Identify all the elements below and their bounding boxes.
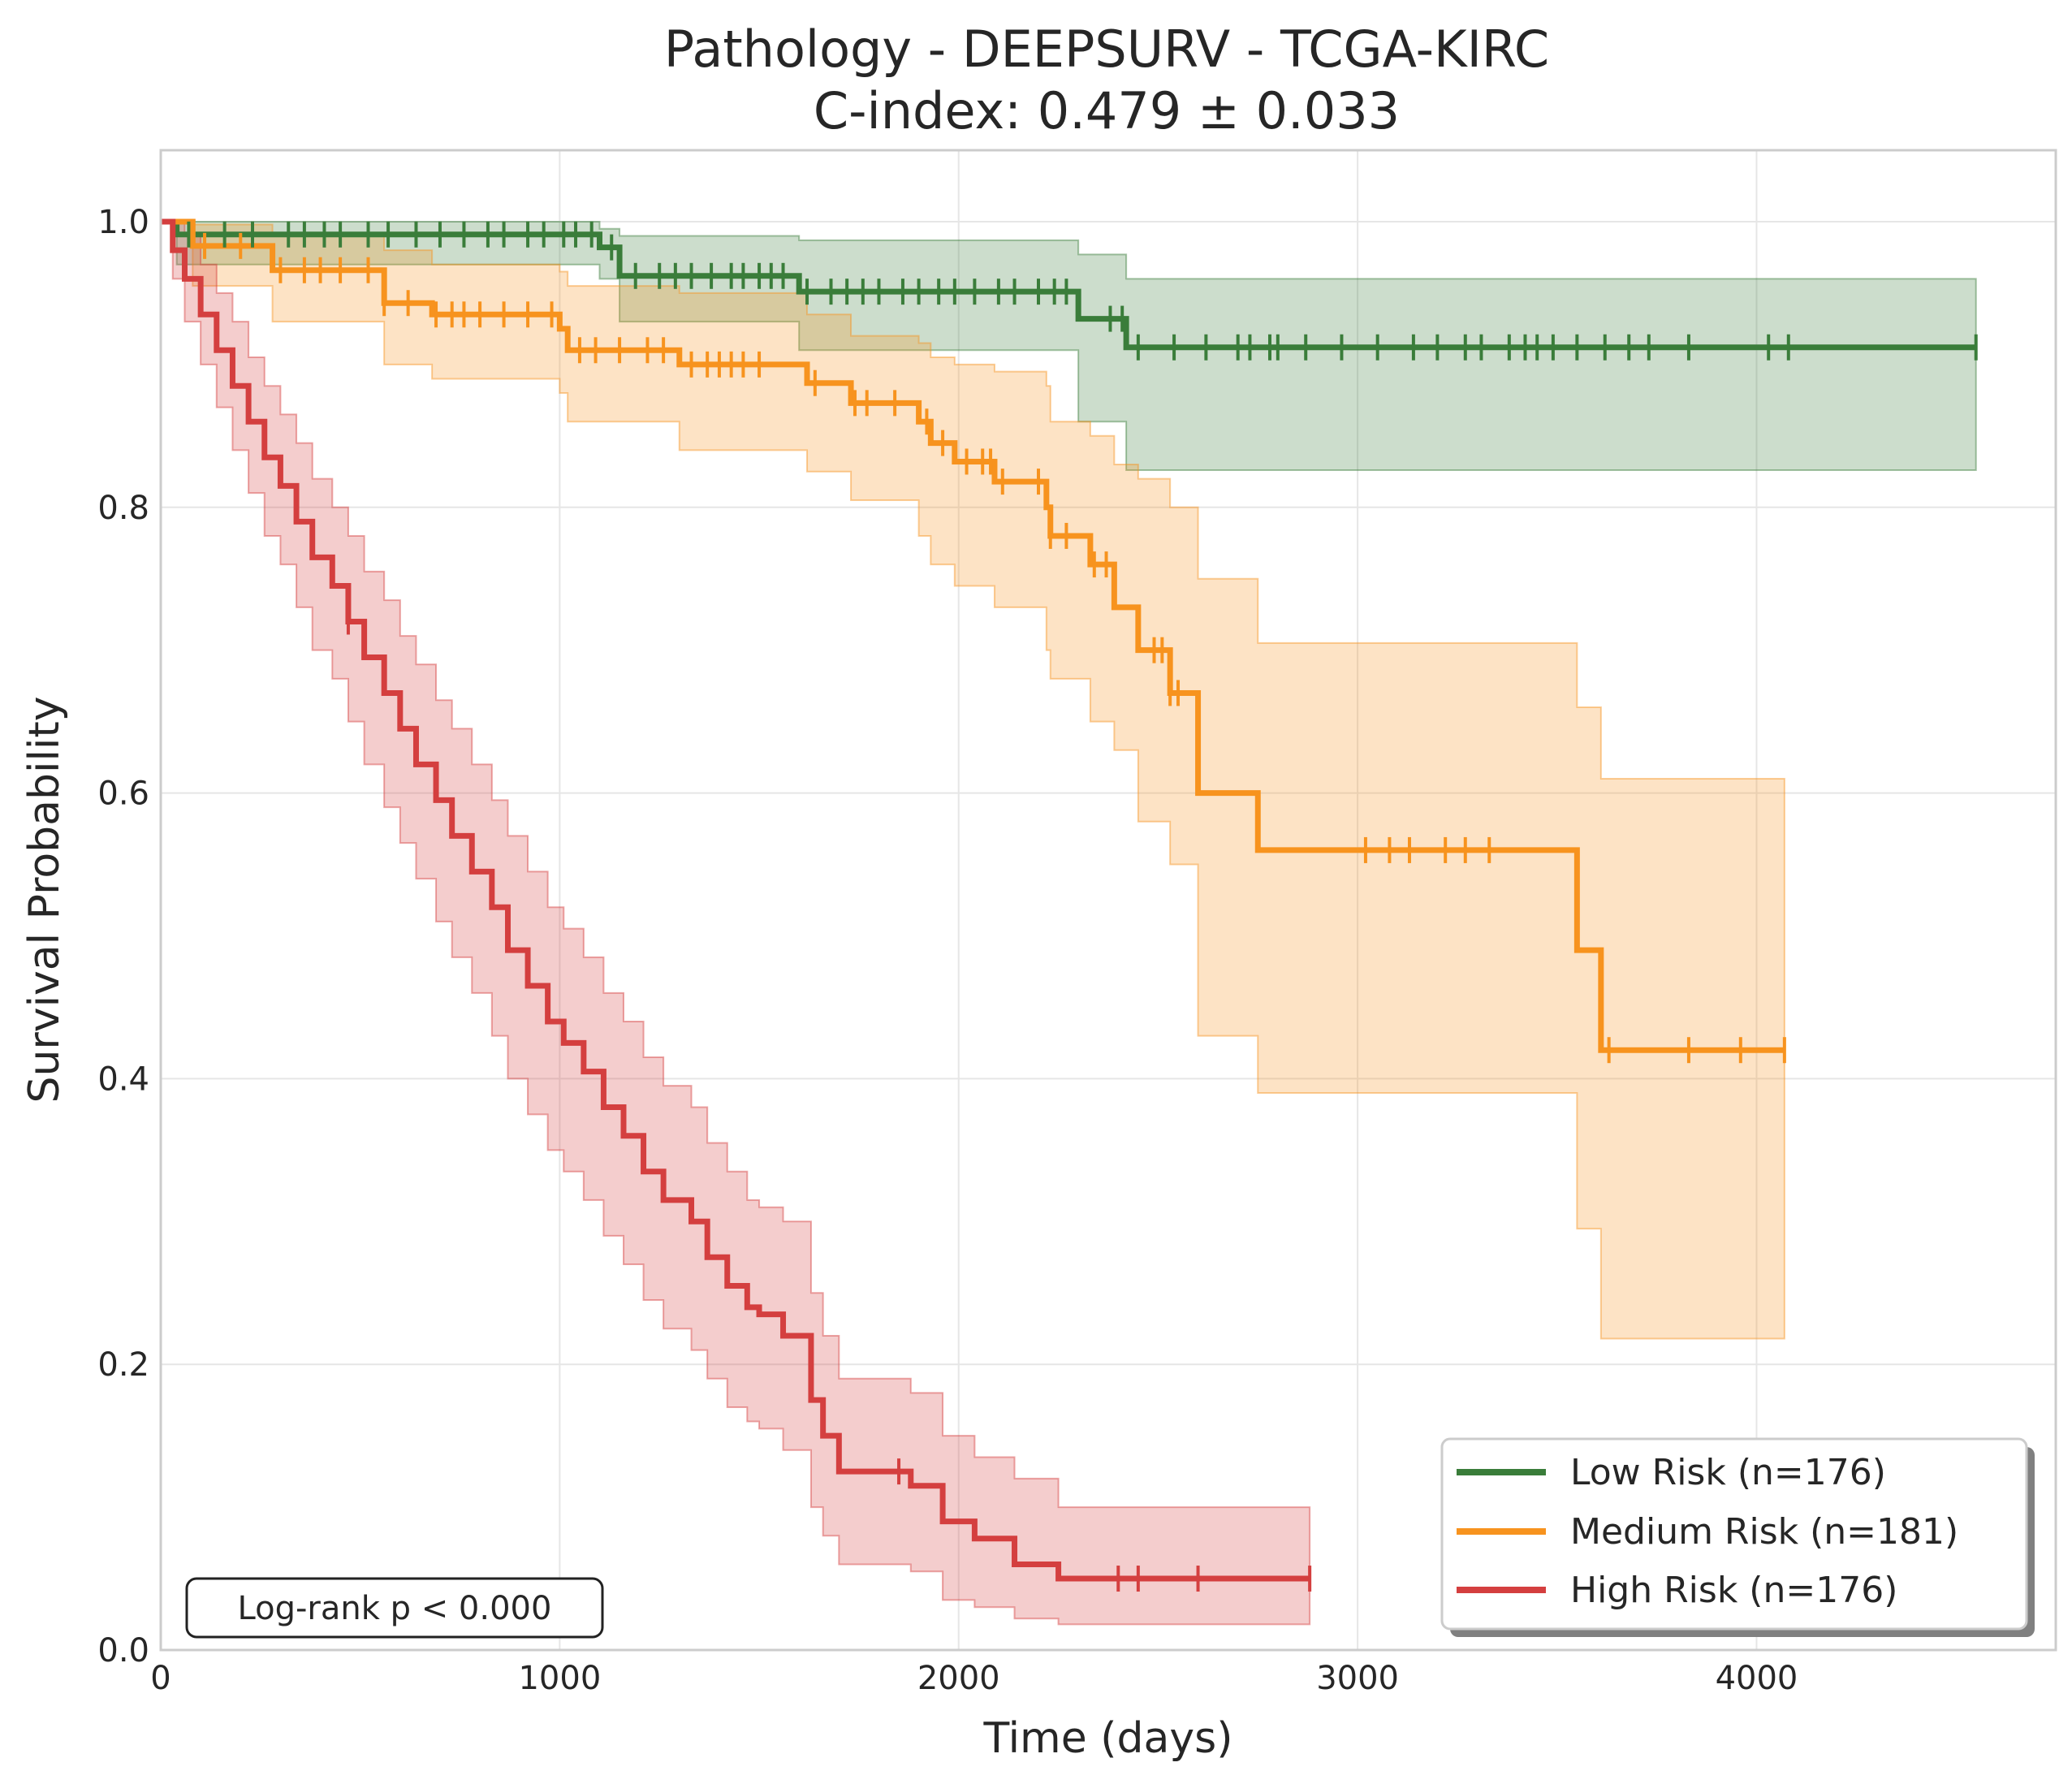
y-tick-label: 0.4 xyxy=(97,1060,149,1098)
logrank-annotation: Log-rank p < 0.000 xyxy=(185,1577,604,1639)
legend-label-low-risk: Low Risk (n=176) xyxy=(1570,1452,1886,1493)
y-tick-label: 0.8 xyxy=(97,490,149,527)
censor-marks xyxy=(187,221,1978,1592)
y-tick-label: 0.2 xyxy=(97,1346,149,1384)
y-tick-label: 0.0 xyxy=(97,1632,149,1670)
x-tick-label: 1000 xyxy=(518,1660,601,1697)
plot-frame xyxy=(159,149,2057,1652)
curve-high-risk xyxy=(161,218,1310,1582)
legend-label-high-risk: High Risk (n=176) xyxy=(1570,1570,1897,1611)
chart-title: Pathology - DEEPSURV - TCGA-KIRC xyxy=(664,19,1549,79)
annotation-text: Log-rank p < 0.000 xyxy=(238,1590,552,1627)
x-axis-ticks: 0 1000 2000 3000 4000 xyxy=(150,1660,1798,1697)
plot-area xyxy=(159,149,2057,1652)
y-tick-label: 0.6 xyxy=(97,775,149,813)
y-axis-ticks: 0.0 0.2 0.4 0.6 0.8 1.0 xyxy=(97,204,149,1670)
legend-box xyxy=(1440,1437,2028,1631)
chart-subtitle: C-index: 0.479 ± 0.033 xyxy=(814,81,1400,140)
legend-label-medium-risk: Medium Risk (n=181) xyxy=(1570,1511,1958,1553)
legend: Low Risk (n=176) Medium Risk (n=181) Hig… xyxy=(1440,1437,2035,1637)
curve-medium-risk xyxy=(161,218,1785,1053)
grid xyxy=(161,150,2056,1650)
x-tick-label: 2000 xyxy=(917,1660,1000,1697)
annotation-box xyxy=(185,1577,604,1639)
plot-background xyxy=(161,150,2056,1650)
x-tick-label: 4000 xyxy=(1716,1660,1798,1697)
x-tick-label: 0 xyxy=(150,1660,171,1697)
x-tick-label: 3000 xyxy=(1316,1660,1399,1697)
y-axis-label: Survival Probability xyxy=(20,696,69,1103)
x-axis-label: Time (days) xyxy=(982,1714,1232,1763)
ci-band-low-risk xyxy=(161,220,1977,472)
ci-band-high-risk xyxy=(161,220,1311,1626)
y-tick-label: 1.0 xyxy=(97,204,149,241)
